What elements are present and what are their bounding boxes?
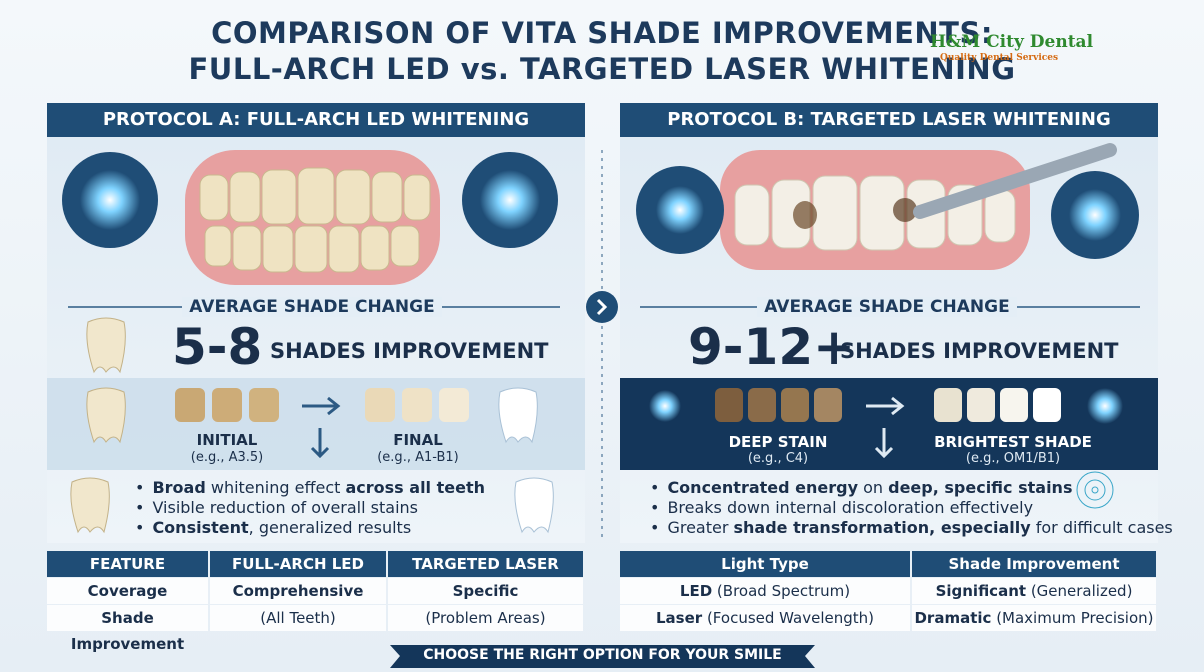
bullet: Greater shade transformation, especially…: [650, 518, 1173, 538]
shade-range: 9-12+: [688, 318, 856, 376]
shade-text: SHADES IMPROVEMENT: [270, 339, 549, 363]
bullet: Consistent, generalized results: [135, 518, 485, 538]
initial-example: (e.g., C4): [747, 451, 809, 466]
initial-label: DEEP STAIN: [728, 433, 828, 451]
text-segment: Concentrated energy: [667, 478, 859, 497]
text-segment: (Broad Spectrum): [712, 582, 851, 600]
laser-light: [1069, 189, 1121, 241]
table-cell: Specific: [388, 578, 583, 604]
table-header: TARGETED LASER: [388, 551, 583, 577]
bullet: Visible reduction of overall stains: [135, 498, 485, 518]
text-segment: Visible reduction of overall stains: [152, 498, 418, 517]
stain: [893, 198, 917, 222]
text-segment: (Generalized): [1026, 582, 1133, 600]
final-label: BRIGHTEST SHADE: [934, 433, 1092, 451]
text-segment: on: [858, 478, 889, 497]
tooth-icons: [70, 317, 126, 534]
text-segment: Broad: [152, 478, 206, 497]
table-cell: Comprehensive: [210, 578, 386, 604]
bullet: Breaks down internal discoloration effec…: [650, 498, 1173, 518]
panel-header: PROTOCOL A: FULL-ARCH LED WHITENING: [47, 103, 585, 137]
text-segment: for difficult cases: [1030, 518, 1173, 537]
arrows: [866, 396, 905, 459]
stain: [793, 201, 817, 229]
text-segment: Breaks down internal discoloration effec…: [667, 498, 1034, 517]
text-segment: Laser: [656, 609, 703, 627]
text-segment: Greater: [667, 518, 734, 537]
text-segment: deep, specific stains: [888, 478, 1073, 497]
table-header: Shade Improvement: [912, 551, 1156, 577]
laser-pen: [913, 143, 1117, 219]
swatches: [175, 388, 1061, 422]
shade-text: SHADES IMPROVEMENT: [840, 339, 1119, 363]
final-label: FINAL: [393, 431, 443, 449]
section-label: AVERAGE SHADE CHANGE: [757, 297, 1017, 317]
table-cell: (Problem Areas): [388, 605, 583, 631]
text-segment: Dramatic: [914, 609, 992, 627]
table-cell: Coverage: [47, 578, 208, 604]
band: [620, 378, 1158, 470]
table-cell: Shade Improvement: [47, 605, 208, 653]
table-cell: Significant (Generalized): [912, 578, 1156, 604]
arrow-icon: [596, 298, 608, 316]
title: COMPARISON OF VITA SHADE IMPROVEMENTS:: [211, 16, 993, 50]
bullet: Broad whitening effect across all teeth: [135, 478, 485, 498]
sparkle: [649, 390, 681, 422]
table-cell: Laser (Focused Wavelength): [620, 605, 910, 631]
text-segment: Significant: [935, 582, 1027, 600]
section-label: AVERAGE SHADE CHANGE: [182, 297, 442, 317]
teeth: [734, 175, 1016, 251]
text-segment: shade transformation, especially: [733, 518, 1031, 537]
footer-banner: [390, 645, 815, 668]
table-header: FULL-ARCH LED: [210, 551, 386, 577]
teeth: [199, 167, 431, 273]
led-light: [80, 170, 140, 230]
text-segment: across all teeth: [345, 478, 485, 497]
table-header: FEATURE: [47, 551, 208, 577]
text-segment: whitening effect: [205, 478, 346, 497]
bullet: Concentrated energy on deep, specific st…: [650, 478, 1173, 498]
table-cell: Dramatic (Maximum Precision): [912, 605, 1156, 631]
text-segment: LED: [679, 582, 713, 600]
text-segment: (Maximum Precision): [991, 609, 1154, 627]
panel-header: PROTOCOL B: TARGETED LASER WHITENING: [620, 103, 1158, 137]
led-light: [480, 170, 540, 230]
text-segment: Consistent: [152, 518, 249, 537]
text-segment: (Focused Wavelength): [702, 609, 874, 627]
title: FULL-ARCH LED vs. TARGETED LASER WHITENI…: [188, 52, 1016, 86]
initial-label: INITIAL: [196, 431, 258, 449]
final-example: (e.g., OM1/B1): [965, 451, 1061, 466]
initial-example: (e.g., A3.5): [190, 450, 264, 465]
logo-tagline: Quality Dental Services: [940, 53, 1059, 63]
bullet-list: Broad whitening effect across all teethV…: [135, 478, 485, 538]
table-header: Light Type: [620, 551, 910, 577]
arrows: [302, 396, 341, 459]
bullet-list: Concentrated energy on deep, specific st…: [650, 478, 1173, 538]
band: [47, 378, 585, 470]
footer-text: CHOOSE THE RIGHT OPTION FOR YOUR SMILE: [423, 647, 782, 663]
tooth-icons: [498, 387, 554, 534]
final-example: (e.g., A1-B1): [377, 450, 459, 465]
shade-range: 5-8: [172, 318, 263, 376]
logo: H&M City Dental: [930, 32, 1094, 52]
sparkle: [1087, 388, 1123, 424]
table-cell: LED (Broad Spectrum): [620, 578, 910, 604]
arrow-button: [586, 291, 618, 323]
text-segment: , generalized results: [248, 518, 412, 537]
laser-light: [656, 186, 704, 234]
table-cell: (All Teeth): [210, 605, 386, 631]
